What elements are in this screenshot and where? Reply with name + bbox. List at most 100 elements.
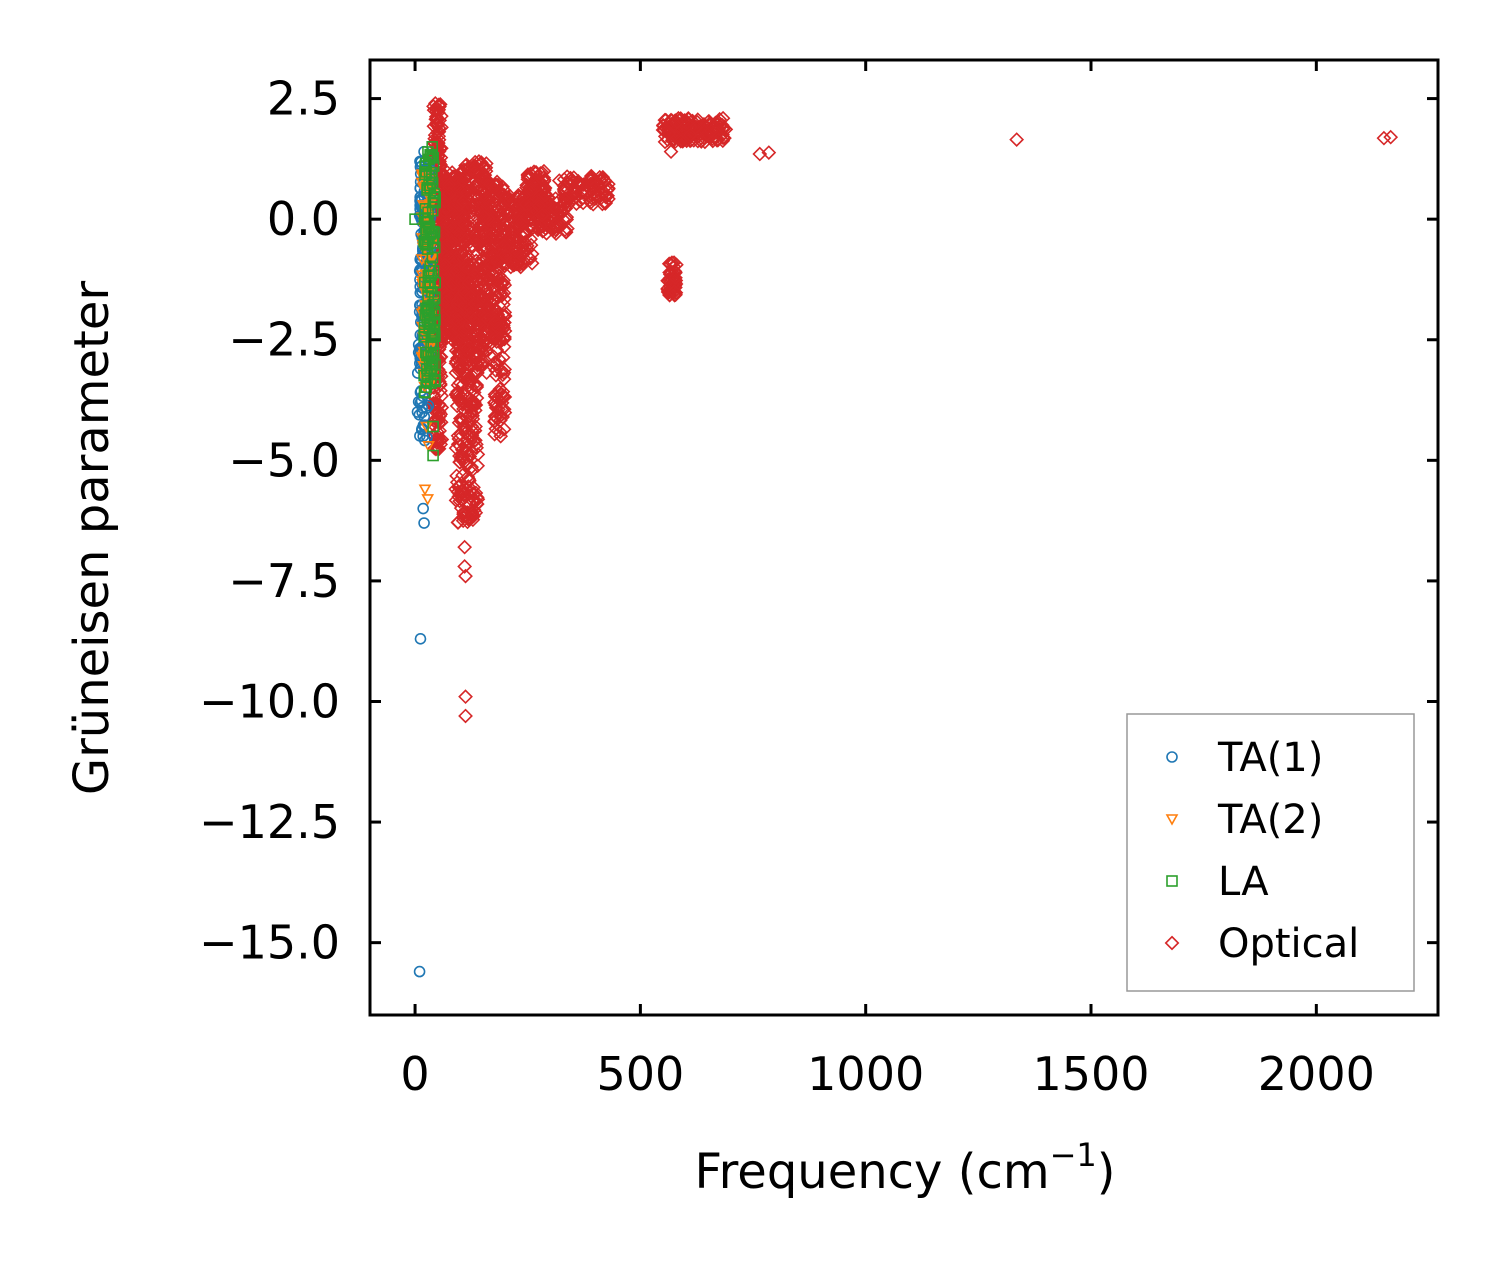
data-point [519, 238, 535, 254]
data-point [467, 493, 483, 508]
data-point [458, 689, 473, 705]
data-point [485, 290, 501, 306]
data-point [507, 243, 523, 259]
data-point [460, 201, 476, 217]
y-tick-label: −10.0 [199, 674, 340, 728]
legend-label: TA(2) [1217, 797, 1323, 843]
data-point [423, 220, 436, 233]
data-point [452, 411, 468, 426]
data-point [446, 263, 462, 279]
data-point [433, 108, 449, 124]
data-point [419, 237, 432, 250]
data-point [457, 396, 472, 411]
data-point [442, 186, 457, 201]
legend: TA(1) TA(2) LA Optical [1126, 713, 1415, 992]
data-points [409, 96, 1399, 978]
data-point [432, 121, 447, 136]
data-point [462, 310, 478, 325]
data-point [531, 196, 546, 212]
data-point [475, 249, 491, 265]
data-point [460, 469, 476, 485]
data-point [450, 297, 466, 313]
data-point [414, 632, 427, 645]
data-point [461, 319, 477, 335]
legend-label: LA [1218, 859, 1269, 905]
data-point [457, 337, 472, 353]
data-point [423, 179, 435, 192]
data-point [710, 132, 726, 148]
data-point [593, 190, 609, 206]
data-point [502, 188, 517, 204]
data-point [461, 275, 477, 291]
data-point [484, 226, 500, 242]
data-point [456, 338, 472, 354]
y-tick-label: −12.5 [199, 795, 340, 849]
data-point [497, 217, 512, 233]
data-point [457, 539, 473, 555]
data-point [428, 191, 441, 203]
data-point [434, 388, 449, 404]
data-point [661, 126, 677, 142]
data-point [585, 196, 601, 212]
data-point [418, 517, 430, 529]
data-point [458, 232, 473, 248]
data-point [439, 237, 455, 253]
data-point [469, 344, 485, 359]
data-point [703, 123, 719, 139]
axis-ticks: 0 500 1000 1500 2000 2.5 0.0 −2.5 −5.0 −7.5 −10.0 −… [199, 60, 1438, 1101]
data-point [533, 166, 548, 181]
data-point [426, 204, 439, 217]
y-tick-label: 2.5 [267, 72, 340, 126]
data-point [494, 276, 510, 292]
data-point [436, 203, 452, 219]
data-point [425, 377, 437, 389]
y-tick-label: −15.0 [199, 916, 340, 970]
data-point [510, 248, 526, 263]
data-point [491, 384, 507, 400]
data-point [423, 357, 436, 370]
data-point [534, 207, 550, 223]
data-point [531, 221, 547, 236]
data-point [456, 275, 472, 291]
data-point [421, 494, 435, 506]
data-point [481, 266, 497, 281]
data-point [557, 222, 573, 238]
data-point [663, 144, 679, 160]
data-point [422, 305, 434, 318]
data-point [497, 291, 512, 307]
data-point [497, 247, 513, 263]
data-point [593, 173, 609, 189]
data-point [761, 145, 777, 160]
data-point [417, 502, 429, 515]
data-point [494, 401, 510, 417]
data-point [513, 227, 528, 243]
data-point [566, 170, 582, 185]
data-point [428, 411, 444, 427]
data-point [478, 156, 494, 171]
data-point [557, 192, 573, 208]
x-tick-label: 2000 [1258, 1047, 1375, 1101]
data-point [454, 414, 469, 429]
data-point [536, 170, 552, 186]
data-point [547, 200, 563, 216]
data-point [477, 182, 493, 198]
data-point [689, 114, 705, 130]
data-point [426, 141, 438, 153]
data-point [426, 149, 438, 162]
data-point [470, 365, 485, 381]
data-point [456, 215, 472, 231]
data-point [519, 185, 535, 200]
data-point [662, 284, 677, 300]
data-point [550, 215, 566, 231]
data-point [409, 213, 421, 225]
data-point [661, 125, 677, 141]
data-point [428, 292, 441, 305]
data-point [439, 228, 454, 243]
data-point [441, 177, 457, 193]
data-point [457, 559, 473, 574]
data-point [456, 285, 472, 301]
data-point [463, 380, 479, 395]
data-point [476, 323, 492, 338]
data-point [424, 260, 437, 273]
data-point [452, 448, 467, 464]
